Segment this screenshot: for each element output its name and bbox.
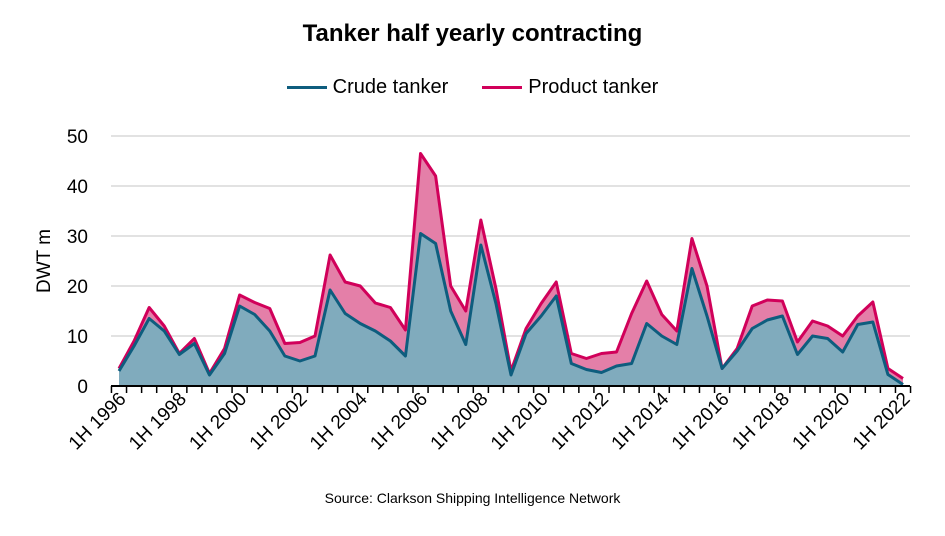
x-tick-label: 1H 2020: [789, 389, 855, 455]
y-tick-label: 30: [67, 227, 88, 248]
source-note: Source: Clarkson Shipping Intelligence N…: [324, 490, 621, 506]
crude-area: [119, 233, 903, 386]
legend-label-product: Product tanker: [528, 76, 659, 98]
x-tick-label: 1H 2014: [608, 388, 674, 454]
y-tick-label: 50: [67, 127, 88, 148]
x-tick-label: 1H 2018: [728, 389, 794, 455]
x-tick-label: 1H 2022: [849, 389, 915, 455]
x-tick-label: 1H 2000: [186, 389, 252, 455]
chart-title: Tanker half yearly contracting: [302, 20, 643, 47]
x-tick-label: 1H 2008: [427, 389, 493, 455]
legend-item-product: Product tanker: [482, 76, 658, 99]
y-tick-label: 40: [67, 177, 88, 198]
legend-swatch-product: [482, 86, 523, 89]
x-tick-label: 1H 1998: [125, 389, 191, 455]
x-tick-label: 1H 2006: [366, 389, 432, 455]
x-tick-label: 1H 2002: [246, 389, 312, 455]
legend: Crude tanker Product tanker: [0, 76, 945, 99]
x-tick-label: 1H 2012: [547, 389, 613, 455]
x-tick-label: 1H 1996: [65, 389, 131, 455]
x-tick-label: 1H 2016: [668, 389, 734, 455]
y-tick-label: 0: [77, 377, 88, 398]
crude-line: [117, 232, 904, 386]
y-axis-label: DWT m: [34, 229, 55, 293]
x-tick-label: 1H 2004: [306, 388, 372, 454]
x-tick-label: 1H 2010: [487, 389, 553, 455]
legend-label-crude: Crude tanker: [332, 76, 449, 98]
legend-item-crude: Crude tanker: [286, 76, 449, 99]
y-tick-label: 10: [67, 327, 88, 348]
y-tick-label: 20: [67, 277, 88, 298]
legend-swatch-crude: [286, 86, 327, 89]
